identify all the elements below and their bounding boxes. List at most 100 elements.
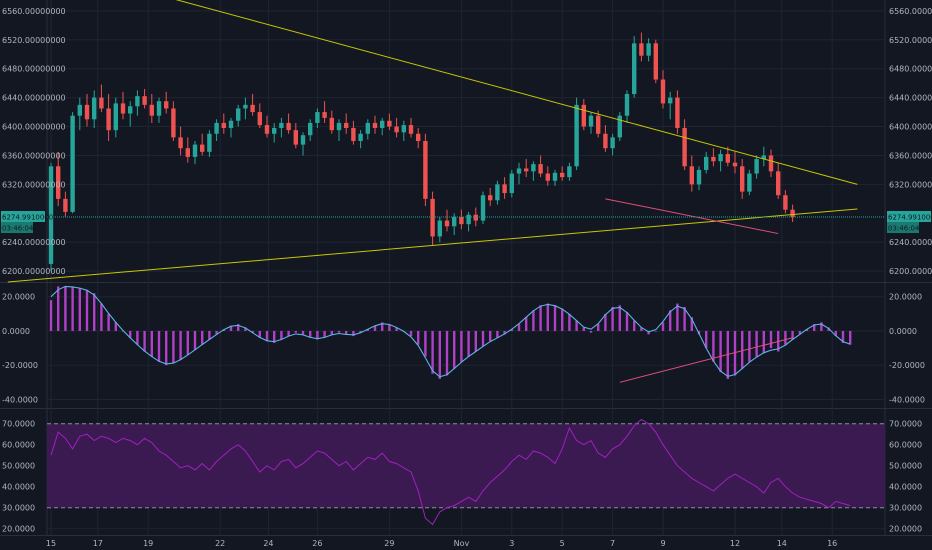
candle-body[interactable]	[682, 127, 687, 167]
candle-body[interactable]	[200, 144, 205, 152]
candle-body[interactable]	[207, 133, 212, 152]
candle-body[interactable]	[488, 195, 493, 201]
candle-body[interactable]	[300, 135, 306, 145]
candle-body[interactable]	[228, 120, 234, 128]
candle-body[interactable]	[308, 122, 313, 136]
candle-body[interactable]	[387, 120, 392, 127]
candle-body[interactable]	[279, 122, 284, 128]
candle-body[interactable]	[372, 122, 378, 128]
candle-body[interactable]	[257, 112, 262, 126]
candle-body[interactable]	[588, 115, 594, 127]
candle-body[interactable]	[725, 154, 730, 163]
candle-body[interactable]	[380, 120, 385, 128]
candle-body[interactable]	[63, 198, 68, 212]
candle-body[interactable]	[646, 43, 651, 56]
candle-body[interactable]	[711, 156, 716, 162]
candle-body[interactable]	[149, 104, 154, 116]
candle-body[interactable]	[704, 156, 709, 170]
candle-body[interactable]	[660, 79, 666, 104]
candle-body[interactable]	[315, 112, 320, 123]
candle-body[interactable]	[480, 195, 486, 221]
price-divergence-line[interactable]	[605, 198, 779, 235]
rsi-panel[interactable]	[47, 418, 885, 526]
candle-body[interactable]	[70, 115, 75, 212]
price-panel[interactable]	[7, 0, 885, 283]
candle-body[interactable]	[754, 159, 759, 174]
upper-trendline[interactable]	[137, 0, 858, 185]
candle-body[interactable]	[444, 220, 450, 227]
candle-body[interactable]	[459, 216, 464, 225]
candle-body[interactable]	[718, 154, 723, 162]
candle-body[interactable]	[84, 104, 90, 120]
candle-body[interactable]	[128, 106, 133, 114]
candle-body[interactable]	[56, 166, 61, 199]
candle-body[interactable]	[675, 97, 680, 128]
macd-line[interactable]	[50, 285, 851, 378]
candle-body[interactable]	[516, 168, 522, 174]
candle-body[interactable]	[394, 126, 399, 133]
candle-body[interactable]	[639, 43, 644, 56]
candle-body[interactable]	[264, 125, 270, 134]
candle-body[interactable]	[408, 125, 414, 134]
candle-body[interactable]	[761, 155, 766, 160]
candle-body[interactable]	[243, 104, 248, 109]
candle-body[interactable]	[596, 115, 601, 134]
candle-body[interactable]	[214, 122, 219, 134]
candle-body[interactable]	[192, 144, 198, 157]
candle-body[interactable]	[423, 141, 428, 199]
candle-body[interactable]	[567, 166, 572, 178]
candle-body[interactable]	[142, 96, 147, 105]
candle-body[interactable]	[106, 108, 111, 131]
candle-body[interactable]	[783, 195, 788, 210]
price-axes[interactable]: 6560.00000000 6560.00000000 6520.00000000 6…	[1, 7, 932, 534]
candle-body[interactable]	[236, 108, 241, 121]
candle-body[interactable]	[624, 94, 630, 116]
candle-body[interactable]	[351, 127, 356, 141]
candle-body[interactable]	[473, 214, 478, 221]
candle-body[interactable]	[560, 172, 565, 178]
candle-body[interactable]	[545, 173, 550, 181]
macd-divergence-line[interactable]	[619, 337, 793, 383]
candle-body[interactable]	[113, 103, 118, 131]
candle-body[interactable]	[452, 216, 457, 227]
candle-body[interactable]	[358, 133, 363, 141]
candle-body[interactable]	[293, 130, 298, 145]
candle-body[interactable]	[610, 137, 615, 149]
candle-body[interactable]	[502, 184, 507, 194]
time-axis[interactable]: 15 17 19 22 24 26 29 Nov 3 5 7 9 12 14 16	[46, 539, 837, 548]
candle-body[interactable]	[740, 166, 745, 192]
candle-body[interactable]	[365, 122, 370, 134]
candle-body[interactable]	[574, 104, 579, 167]
candle-body[interactable]	[185, 148, 190, 157]
candle-body[interactable]	[509, 173, 514, 194]
candle-body[interactable]	[531, 164, 536, 172]
candle-body[interactable]	[272, 127, 277, 134]
candle-body[interactable]	[77, 104, 82, 116]
candle-body[interactable]	[689, 166, 694, 185]
candle-body[interactable]	[322, 112, 327, 118]
candle-body[interactable]	[653, 43, 658, 80]
candle-body[interactable]	[524, 168, 529, 172]
candle-body[interactable]	[171, 108, 176, 138]
candle-body[interactable]	[344, 122, 349, 128]
candle-body[interactable]	[178, 137, 183, 149]
candle-body[interactable]	[416, 133, 421, 141]
candle-body[interactable]	[286, 122, 291, 131]
candle-body[interactable]	[495, 184, 500, 201]
candle-body[interactable]	[632, 43, 637, 94]
candle-body[interactable]	[776, 171, 781, 196]
candle-body[interactable]	[552, 172, 558, 181]
candle-body[interactable]	[48, 166, 54, 264]
candle-body[interactable]	[581, 104, 586, 127]
candle-body[interactable]	[732, 162, 738, 167]
candle-body[interactable]	[747, 173, 752, 192]
candle-body[interactable]	[430, 198, 435, 237]
candle-body[interactable]	[696, 169, 702, 185]
candle-body[interactable]	[336, 122, 342, 131]
candle-body[interactable]	[466, 214, 471, 225]
candle-body[interactable]	[790, 209, 795, 217]
candle-body[interactable]	[668, 97, 673, 104]
candle-body[interactable]	[99, 97, 104, 109]
candle-body[interactable]	[164, 101, 169, 109]
